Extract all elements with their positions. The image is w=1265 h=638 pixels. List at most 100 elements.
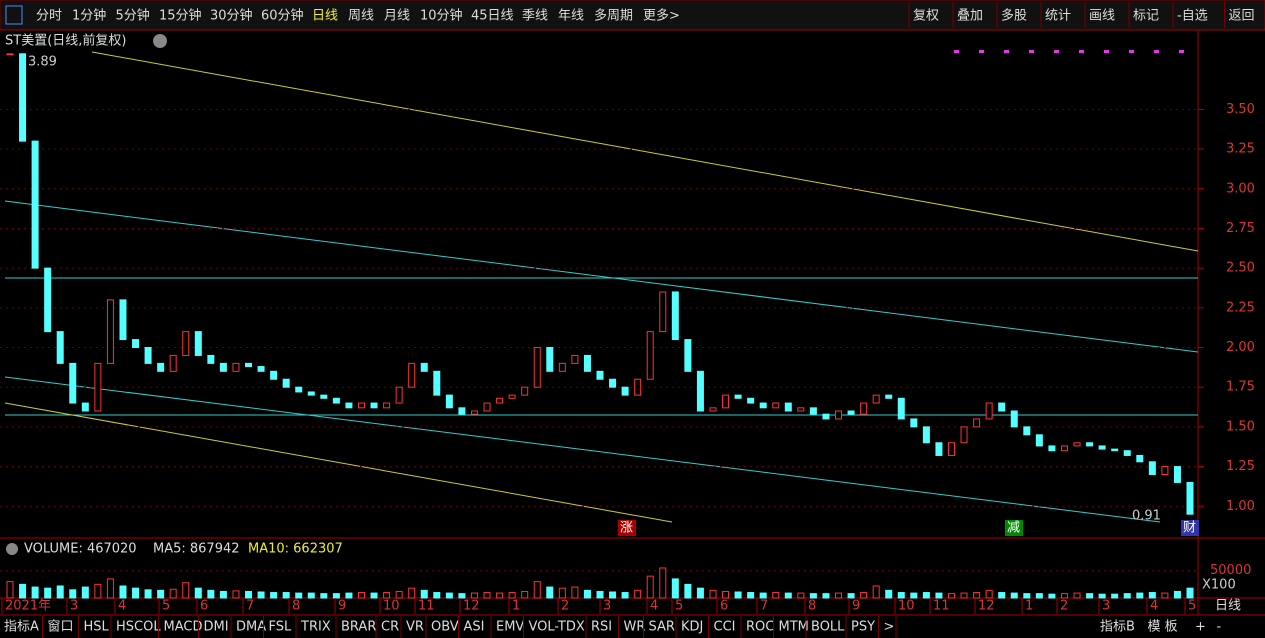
toolbar-item[interactable]: 年线 [558,9,584,24]
tab[interactable]: FSL [269,620,293,635]
toolbar-button[interactable]: 复权 [913,8,939,24]
volume-bar [1073,592,1081,599]
tab[interactable]: WR [624,620,646,635]
toolbar-item[interactable]: 60分钟 [261,8,304,24]
indicator-dot [1154,50,1159,53]
volume-bar [1010,592,1018,599]
candle [94,362,102,412]
candle [797,407,805,412]
tab[interactable]: MTM [779,620,809,635]
candle [219,362,227,372]
tab[interactable]: + [1195,620,1206,635]
candle [508,394,516,399]
candle [245,362,253,368]
tab[interactable]: ASI [464,620,485,635]
candle [119,299,127,341]
tab[interactable]: MACD [164,620,203,635]
candle [1098,445,1106,450]
tab[interactable]: BOLL [811,620,845,635]
tab[interactable]: VR [406,620,424,635]
tab[interactable]: EMV [496,620,524,635]
menu-icon[interactable] [5,5,23,25]
volume-bar [521,590,529,599]
toolbar-item[interactable]: 月线 [384,9,410,24]
tab[interactable]: > [884,620,895,635]
toolbar-item[interactable]: 分时 [36,9,62,24]
volume-bar [295,592,303,599]
candle [1023,426,1031,436]
toolbar-button[interactable]: 统计 [1045,9,1071,24]
x-tick-label: 7 [760,599,768,614]
trend-line [4,402,673,523]
toolbar-button[interactable]: 标记 [1133,9,1159,24]
tab[interactable]: PSY [851,620,875,635]
candle [734,394,742,399]
tab[interactable]: DMI [204,620,229,635]
x-tick-label: 2021年 [5,599,51,614]
candle [546,347,554,372]
candle [822,413,830,420]
toolbar-item[interactable]: 更多> [643,8,680,24]
volume-bar [671,578,679,599]
toolbar-item[interactable]: 5分钟 [116,8,150,24]
toolbar-item[interactable]: 日线 [312,9,338,24]
marker[interactable]: 减 [1007,521,1020,536]
volume-bar [973,592,981,599]
toolbar-item[interactable]: 10分钟 [420,8,463,24]
toolbar-item[interactable]: 45日线 [471,9,514,24]
x-tick-label: 5 [1188,599,1196,614]
toolbar-item[interactable]: 1分钟 [72,8,106,24]
ma5-label: MA5: 867942 [153,542,240,557]
tab[interactable]: 模 板 [1148,620,1178,635]
tab[interactable]: RSI [591,620,612,635]
toolbar-item[interactable]: 季线 [522,9,548,24]
title-dropdown[interactable] [153,34,167,48]
y-tick-label: 1.00 [1226,499,1255,514]
toolbar-button[interactable]: 叠加 [957,9,983,24]
tab[interactable]: 指标A [4,620,39,635]
indicator-dot [1054,50,1059,53]
tab[interactable]: CCI [714,620,736,635]
tab[interactable]: VOL-TDX [529,620,585,635]
candle [583,354,591,372]
volume-dropdown[interactable] [6,543,18,555]
volume-bar [684,583,692,599]
toolbar-item[interactable]: 周线 [348,9,374,24]
tab[interactable]: SAR [649,620,675,635]
tab[interactable]: 指标B [1100,620,1135,635]
marker[interactable]: 财 [1183,521,1196,536]
toolbar-item[interactable]: 30分钟 [210,8,253,24]
volume-bar [659,567,667,599]
tab[interactable]: HSL [84,620,110,635]
x-tick-label: 6 [200,599,208,614]
toolbar-item[interactable]: 15分钟 [159,8,202,24]
tab[interactable]: 窗口 [48,619,74,635]
volume-bar [232,590,240,599]
candle [1161,466,1169,475]
toolbar-item[interactable]: 多周期 [594,8,633,24]
candle [646,331,654,380]
x-tick-label: 5 [162,599,170,614]
candle [1060,445,1068,452]
tab[interactable]: - [1217,620,1222,635]
toolbar-button[interactable]: 多股 [1001,8,1027,24]
marker-bg [1181,520,1199,536]
tab[interactable]: OBV [431,620,459,635]
candle [332,397,340,404]
tab[interactable]: TRIX [300,620,331,635]
toolbar-button[interactable]: 返回 [1229,9,1255,24]
toolbar-button[interactable]: 画线 [1089,9,1115,24]
tab[interactable]: KDJ [681,620,703,635]
tab[interactable]: BRAR [341,620,376,635]
candle [81,402,89,412]
tab[interactable]: ROC [746,620,774,635]
tab[interactable]: DMA [236,620,266,635]
tab[interactable]: CR [381,620,399,635]
volume-bar [219,590,227,599]
tab[interactable]: HSCOL [116,620,161,635]
volume-bar [734,591,742,599]
marker[interactable]: 涨 [620,521,633,536]
volume-bar [772,592,780,599]
toolbar-button[interactable]: -自选 [1177,9,1208,24]
